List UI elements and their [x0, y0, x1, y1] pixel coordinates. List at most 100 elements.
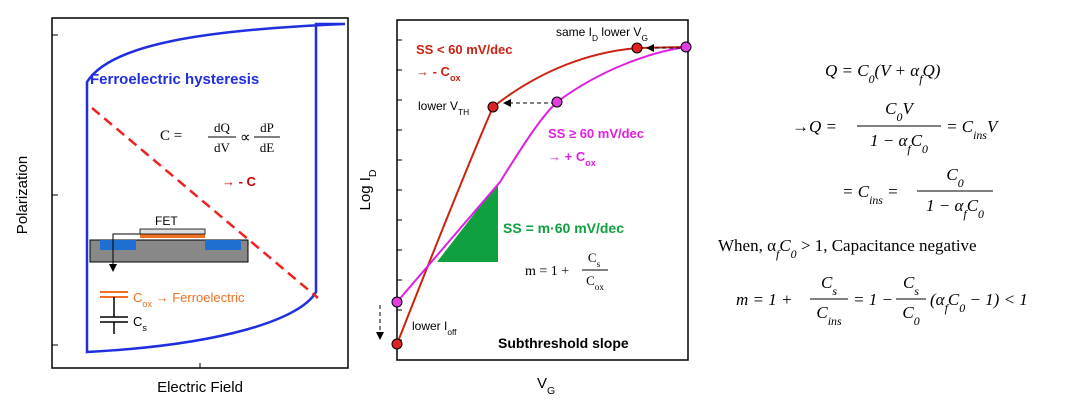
text: G [547, 385, 555, 397]
t: (α [930, 290, 946, 309]
marker [680, 41, 692, 53]
text: ox [595, 282, 605, 292]
caption: Subthreshold slope [498, 335, 629, 351]
t: f [945, 301, 950, 315]
formula-part: Cs [588, 250, 601, 269]
t: C [902, 303, 914, 322]
t: (V + α [875, 61, 921, 80]
negative-c-line [91, 107, 319, 299]
x-label: Electric Field [157, 379, 243, 396]
t: 1 − αfC0 [870, 131, 928, 156]
annotation: → + Cox [548, 149, 596, 168]
text: lower V [598, 25, 641, 39]
formula-part: dQ [214, 120, 231, 135]
formula-part: Cox [586, 273, 604, 292]
t: f [919, 72, 924, 86]
t: C [967, 196, 979, 215]
t: 0 [978, 207, 984, 221]
text: V [537, 375, 547, 392]
t: = [887, 182, 898, 201]
text: lower V [418, 99, 458, 113]
annotation: lower VTH [418, 99, 469, 117]
t: Q) [923, 61, 941, 80]
t: Q = C [825, 61, 869, 80]
text: D [367, 169, 379, 177]
annotation: SS ≥ 60 mV/dec [548, 126, 644, 141]
t: Cs [821, 273, 837, 298]
t: C [885, 99, 897, 118]
t: 0 [791, 247, 797, 261]
gate [139, 228, 206, 235]
same-label: same ID lower VG [556, 25, 648, 43]
text: D [592, 33, 598, 43]
hysteresis-panel: Ferroelectric hysteresis C = dQ dV ∝ dP … [14, 17, 349, 396]
t: 0 [922, 142, 928, 156]
text: s [597, 259, 601, 269]
subthreshold-panel: same ID lower VG SS < 60 mV/dec → - Cox … [357, 19, 692, 397]
text: s [142, 323, 147, 333]
text: C [133, 314, 142, 329]
formula-part: dV [214, 140, 231, 155]
t: − 1) < 1 [965, 290, 1028, 309]
t: V [902, 99, 915, 118]
t: Cs [903, 273, 919, 298]
t: C0 [946, 165, 963, 190]
t: C [903, 273, 915, 292]
t: ins [828, 314, 842, 328]
t: 0 [897, 110, 903, 124]
x-label: VG [537, 375, 555, 397]
t: = 1 − [853, 290, 893, 309]
annotation: → - Cox [416, 64, 461, 83]
marker [391, 338, 403, 350]
cap-ox [100, 291, 128, 298]
t: →Q = [792, 117, 837, 136]
cox-label: Cox → Ferroelectric [133, 290, 245, 309]
t: C [821, 273, 833, 292]
t: C0V [885, 99, 915, 124]
t: 0 [914, 314, 920, 328]
text: same I [556, 25, 592, 39]
t: ins [973, 128, 987, 142]
formula-part: C = [160, 128, 182, 144]
annotation: SS = m·60 mV/dec [503, 220, 624, 236]
text: TH [458, 107, 469, 117]
cs-label: Cs [133, 314, 147, 333]
t: C0 [902, 303, 919, 328]
t: 1 − α [926, 196, 964, 215]
text: lower I [412, 319, 447, 333]
t: When, α [718, 236, 776, 255]
text: ox [450, 73, 461, 83]
text: off [447, 327, 457, 337]
cap-s [100, 297, 128, 334]
t: 0 [958, 176, 964, 190]
t: s [832, 284, 837, 298]
ticks [52, 34, 201, 368]
t: C [911, 131, 923, 150]
text: C [133, 290, 142, 305]
text: C [586, 273, 595, 288]
t: 1 − αfC0 [926, 196, 984, 221]
wire [109, 233, 140, 272]
t: = C [946, 117, 974, 136]
text: ox [142, 299, 152, 309]
formula-part: m = 1 + [525, 264, 569, 279]
y-label: Log ID [357, 169, 379, 210]
drain [205, 240, 241, 250]
t: m = 1 + [736, 290, 792, 309]
t: C [946, 165, 958, 184]
gate-oxide [140, 234, 205, 238]
annotation: → - C [222, 174, 257, 189]
source [100, 240, 136, 250]
t: = CinsV [946, 117, 1000, 142]
t: = C [842, 182, 870, 201]
t: f [776, 247, 781, 261]
annotation: lower Ioff [412, 319, 457, 337]
y-label: Polarization [14, 156, 31, 234]
t: 0 [959, 301, 965, 315]
formula-part: dP [260, 120, 274, 135]
t: = Cins = [842, 182, 898, 207]
text: Log I [357, 177, 374, 210]
text: C [588, 250, 597, 265]
text: → Ferroelectric [152, 290, 245, 305]
marker [487, 101, 499, 113]
